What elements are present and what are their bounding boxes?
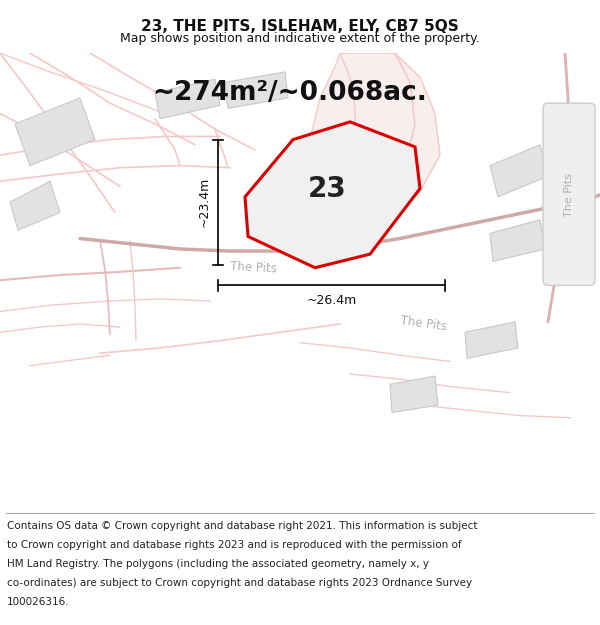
- Polygon shape: [245, 122, 420, 268]
- Text: HM Land Registry. The polygons (including the associated geometry, namely x, y: HM Land Registry. The polygons (includin…: [7, 559, 429, 569]
- FancyBboxPatch shape: [543, 103, 595, 286]
- Polygon shape: [490, 220, 545, 261]
- Text: ~26.4m: ~26.4m: [307, 294, 356, 307]
- Text: 100026316.: 100026316.: [7, 598, 70, 608]
- Text: co-ordinates) are subject to Crown copyright and database rights 2023 Ordnance S: co-ordinates) are subject to Crown copyr…: [7, 578, 472, 588]
- Polygon shape: [15, 98, 95, 166]
- Polygon shape: [465, 322, 518, 358]
- Text: to Crown copyright and database rights 2023 and is reproduced with the permissio: to Crown copyright and database rights 2…: [7, 540, 462, 550]
- Polygon shape: [310, 53, 440, 220]
- Text: ~274m²/~0.068ac.: ~274m²/~0.068ac.: [152, 80, 427, 106]
- Polygon shape: [225, 72, 288, 108]
- Polygon shape: [490, 145, 548, 197]
- Polygon shape: [10, 181, 60, 230]
- Text: Contains OS data © Crown copyright and database right 2021. This information is : Contains OS data © Crown copyright and d…: [7, 521, 478, 531]
- Polygon shape: [390, 376, 438, 413]
- Polygon shape: [155, 79, 220, 119]
- Text: 23: 23: [308, 175, 346, 203]
- Text: The Pits: The Pits: [230, 260, 277, 276]
- Text: The Pits: The Pits: [564, 173, 574, 217]
- Text: 23, THE PITS, ISLEHAM, ELY, CB7 5QS: 23, THE PITS, ISLEHAM, ELY, CB7 5QS: [141, 19, 459, 34]
- Text: ~23.4m: ~23.4m: [198, 177, 211, 227]
- Text: Map shows position and indicative extent of the property.: Map shows position and indicative extent…: [120, 32, 480, 45]
- Text: The Pits: The Pits: [400, 314, 448, 334]
